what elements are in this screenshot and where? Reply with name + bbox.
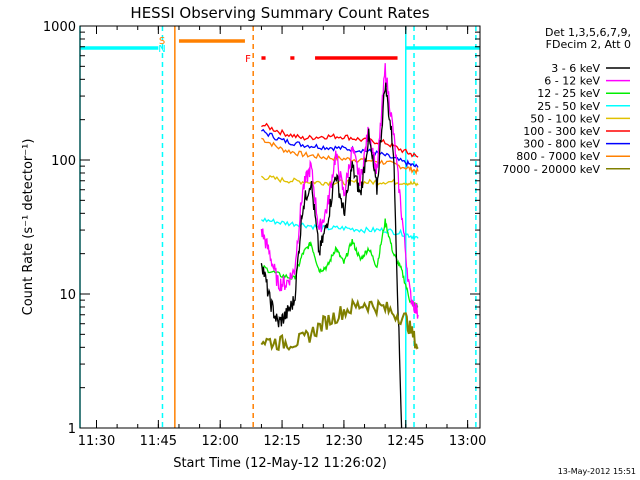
series-line-5 — [261, 122, 419, 158]
flag-label-f: F — [245, 54, 251, 65]
flag-label-s: S — [159, 36, 165, 47]
x-tick-label-0: 11:30 — [78, 434, 115, 449]
chart-title: HESSI Observing Summary Count Rates — [130, 4, 429, 22]
series-line-1 — [260, 63, 419, 319]
legend-label-3: 25 - 50 keV — [537, 100, 600, 113]
y-tick-label-3: 1000 — [43, 20, 76, 35]
series-line-2 — [260, 218, 419, 308]
legend-header-1: FDecim 2, Att 0 — [546, 38, 631, 51]
y-tick-label-1: 10 — [59, 288, 76, 303]
legend-label-7: 800 - 7000 keV — [516, 150, 600, 163]
legend-header-0: Det 1,3,5,6,7,9, — [545, 26, 631, 39]
legend-label-8: 7000 - 20000 keV — [502, 163, 600, 176]
legend-label-2: 12 - 25 keV — [537, 87, 600, 100]
flag-bars — [80, 39, 480, 60]
series-lines — [260, 63, 419, 429]
legend-label-1: 6 - 12 keV — [544, 75, 600, 88]
legend-label-4: 50 - 100 keV — [530, 112, 600, 125]
x-tick-label-1: 11:45 — [140, 434, 177, 449]
series-line-8 — [260, 297, 419, 352]
y-tick-label-2: 100 — [51, 154, 76, 169]
legend-label-6: 300 - 800 keV — [523, 138, 600, 151]
legend-label-0: 3 - 6 keV — [551, 62, 600, 75]
timestamp: 13-May-2012 15:51 — [558, 467, 636, 476]
x-tick-label-5: 12:45 — [387, 434, 424, 449]
x-axis-label: Start Time (12-May-12 11:26:02) — [173, 456, 387, 471]
series-line-3 — [260, 217, 419, 242]
legend-label-5: 100 - 300 keV — [523, 125, 600, 138]
x-tick-label-6: 13:00 — [449, 434, 486, 449]
y-tick-label-0: 1 — [68, 422, 76, 437]
flag-label-n: N — [158, 44, 165, 55]
y-axis-label: Count Rate (s⁻¹ detector⁻¹) — [21, 139, 36, 316]
series-line-0 — [260, 82, 403, 429]
flag-markers — [79, 26, 477, 428]
x-tick-label-3: 12:15 — [263, 434, 300, 449]
x-tick-label-4: 12:30 — [325, 434, 362, 449]
series-line-6 — [261, 128, 419, 168]
series-line-7 — [261, 137, 419, 176]
x-tick-label-2: 12:00 — [201, 434, 238, 449]
flag-labels: SN F — [158, 36, 251, 65]
plot-frame — [79, 25, 481, 429]
legend: Det 1,3,5,6,7,9,FDecim 2, Att 0 3 - 6 keV… — [502, 26, 631, 176]
axis-ticks: 11:30 11:45 12:00 12:15 12:30 12:45 13:00 1 10 10… — [43, 20, 486, 449]
